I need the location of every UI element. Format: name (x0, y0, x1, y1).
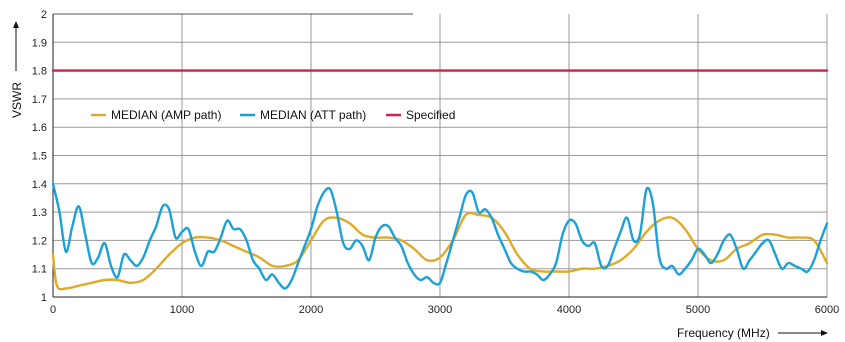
y-tick-label: 1.8 (32, 66, 47, 78)
series-line-att-path (51, 182, 829, 290)
x-tick-label: 5000 (686, 304, 710, 316)
y-tick-labels: 1 1.1 1.2 1.3 1.4 1.5 1.6 1.7 1.8 1.9 2 (32, 9, 47, 304)
y-tick-label: 1.5 (32, 151, 47, 163)
y-tick-label: 1.4 (32, 179, 47, 191)
y-tick-label: 1.9 (32, 37, 47, 49)
y-axis-label: VSWR (10, 82, 24, 118)
y-axis-title: VSWR (10, 21, 24, 118)
x-tick-label: 1000 (170, 304, 194, 316)
legend: MEDIAN (AMP path) MEDIAN (ATT path) Spec… (91, 108, 455, 122)
x-axis-title: Frequency (MHz) (677, 326, 828, 340)
x-tick-label: 0 (50, 304, 56, 316)
y-tick-label: 1.6 (32, 122, 47, 134)
y-tick-label: 1.1 (32, 264, 47, 276)
y-tick-label: 1.7 (32, 94, 47, 106)
y-tick-label: 1.3 (32, 207, 47, 219)
y-tick-label: 1 (41, 292, 47, 304)
x-tick-label: 2000 (299, 304, 323, 316)
x-tick-labels: 0 1000 2000 3000 4000 5000 6000 (50, 304, 839, 316)
x-axis-arrow-head (821, 330, 828, 336)
legend-label-amp: MEDIAN (AMP path) (111, 108, 221, 122)
y-tick-label: 2 (41, 9, 47, 21)
y-tick-label: 1.2 (32, 235, 47, 247)
plot-frame (52, 13, 827, 298)
series-line-amp-path (51, 211, 829, 291)
legend-label-att: MEDIAN (ATT path) (260, 108, 366, 122)
x-tick-label: 6000 (815, 304, 839, 316)
x-tick-label: 4000 (557, 304, 581, 316)
data-series (51, 69, 829, 291)
x-axis-label: Frequency (MHz) (677, 326, 770, 340)
legend-label-specified: Specified (406, 108, 455, 122)
y-axis-arrow-head (13, 21, 19, 28)
x-tick-label: 3000 (428, 304, 452, 316)
